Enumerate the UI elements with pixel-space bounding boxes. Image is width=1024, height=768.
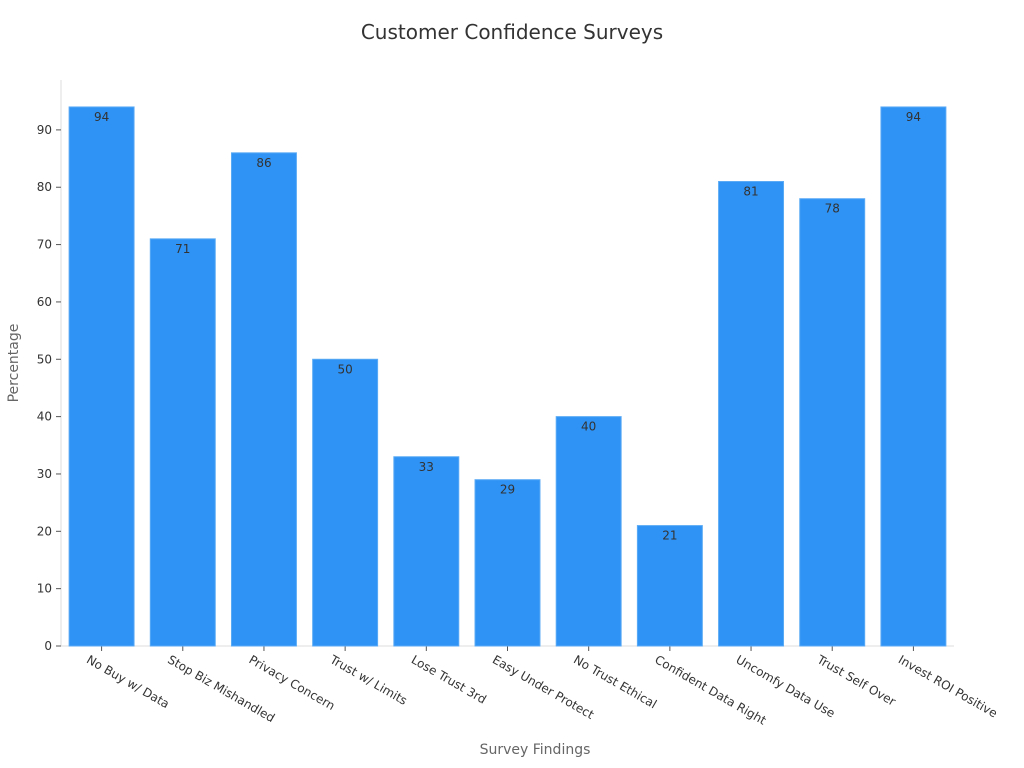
x-tick-label: Trust Self Over (814, 652, 898, 709)
x-axis-title: Survey Findings (479, 742, 591, 758)
bar (636, 525, 703, 647)
bar (880, 106, 947, 647)
bar-value-label: 86 (256, 156, 271, 170)
y-tick-label: 0 (44, 639, 52, 653)
bar-value-label: 50 (337, 362, 352, 376)
y-tick-label: 60 (37, 295, 52, 309)
bar-value-label: 71 (175, 242, 190, 256)
bar (555, 416, 622, 647)
bar (312, 358, 379, 647)
bar (799, 198, 866, 647)
chart-title: Customer Confidence Surveys (360, 20, 664, 44)
bar-value-label: 40 (581, 420, 596, 434)
bar (149, 238, 216, 647)
x-tick-label: Trust w/ Limits (327, 652, 410, 708)
bar (230, 152, 297, 647)
y-tick-label: 30 (37, 467, 52, 481)
x-tick-label: Invest ROI Positive (896, 652, 1000, 720)
bar-value-label: 94 (94, 110, 109, 124)
bar-value-label: 94 (906, 110, 921, 124)
y-tick-label: 90 (37, 123, 52, 137)
y-tick-label: 50 (37, 352, 52, 366)
y-tick-label: 80 (37, 180, 52, 194)
bar (718, 181, 785, 647)
bar-value-label: 33 (419, 460, 434, 474)
y-tick-label: 10 (37, 582, 52, 596)
x-tick-label: Lose Trust 3rd (409, 652, 489, 706)
y-tick-label: 40 (37, 410, 52, 424)
bar-value-label: 29 (500, 483, 515, 497)
y-tick-label: 70 (37, 238, 52, 252)
bar-value-label: 21 (662, 529, 677, 543)
chart-bars (68, 106, 947, 647)
bar (68, 106, 135, 647)
x-tick-label: No Buy w/ Data (84, 652, 172, 711)
y-tick-label: 20 (37, 524, 52, 538)
bar-value-label: 78 (825, 202, 840, 216)
bar-value-label: 81 (743, 185, 758, 199)
bar (474, 479, 541, 647)
bar (393, 456, 460, 647)
